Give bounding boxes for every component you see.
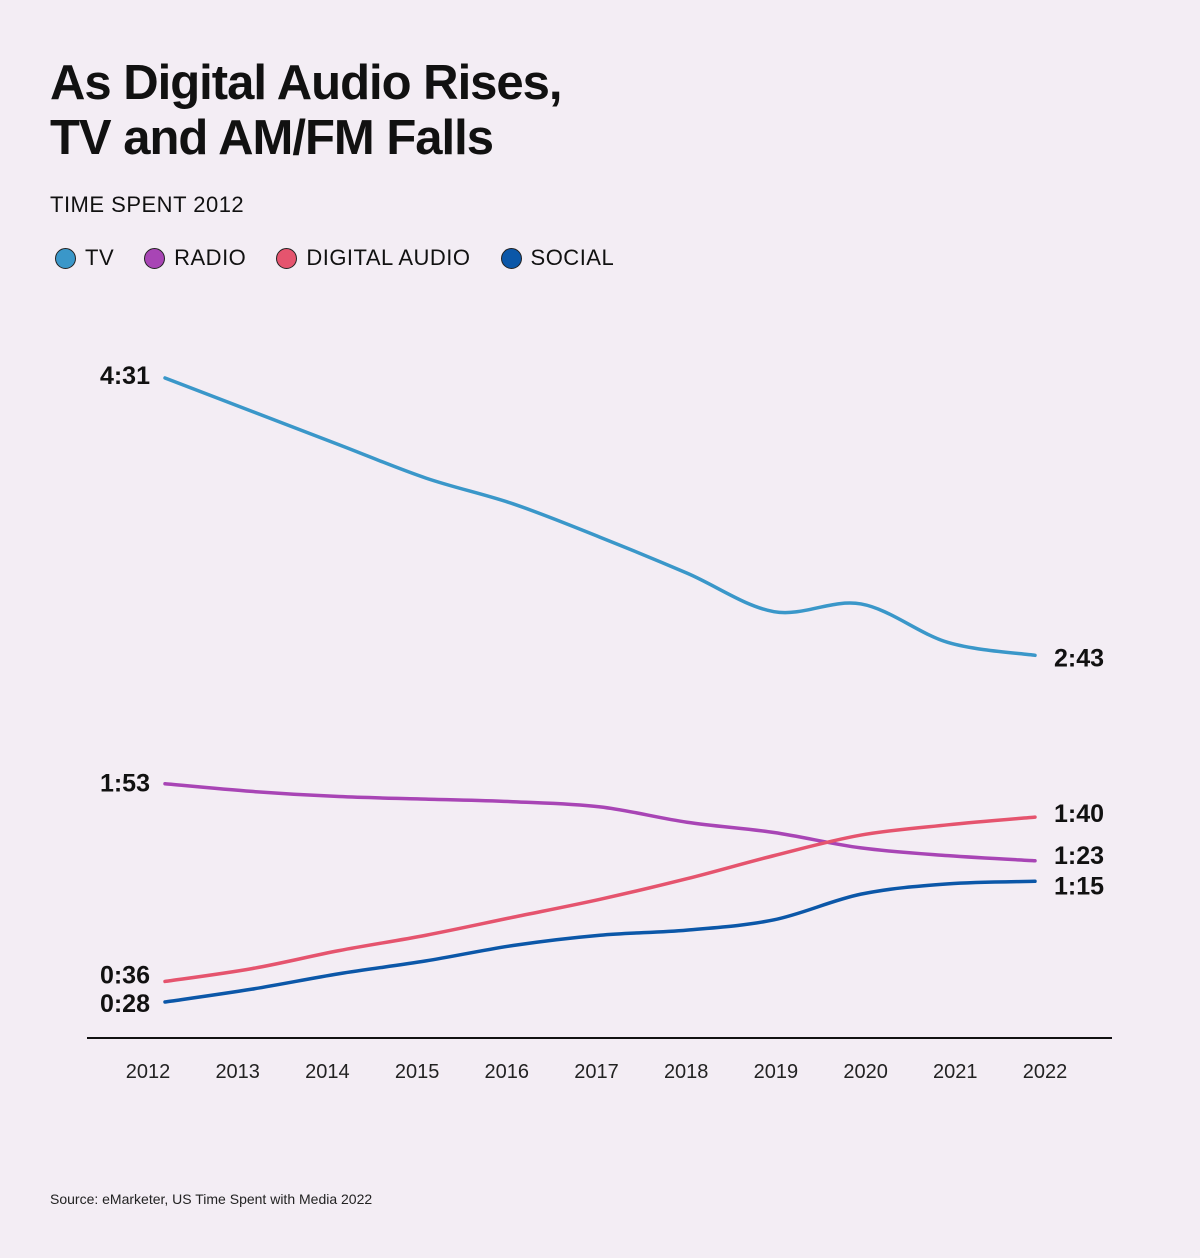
x-tick-label: 2015 bbox=[395, 1061, 440, 1083]
x-tick-label: 2014 bbox=[305, 1061, 350, 1083]
legend-item-radio: RADIO bbox=[144, 245, 246, 271]
series-line-radio bbox=[163, 781, 1037, 863]
start-value-label: 4:31 bbox=[100, 362, 150, 390]
x-tick-label: 2019 bbox=[754, 1061, 799, 1083]
legend-label: RADIO bbox=[174, 245, 247, 270]
end-value-label: 1:40 bbox=[1054, 800, 1104, 828]
title-line-2: TV and AM/FM Falls bbox=[50, 111, 494, 165]
x-tick-label: 2022 bbox=[1023, 1061, 1068, 1083]
end-value-label: 2:43 bbox=[1054, 644, 1104, 672]
title-line-1: As Digital Audio Rises, bbox=[50, 56, 563, 110]
series-line-tv bbox=[163, 376, 1037, 658]
start-value-label: 0:28 bbox=[100, 990, 150, 1018]
radio-swatch-icon bbox=[144, 247, 166, 269]
x-tick-label: 2020 bbox=[843, 1061, 888, 1083]
end-value-label: 1:15 bbox=[1054, 872, 1104, 900]
start-value-label: 0:36 bbox=[100, 961, 150, 989]
legend-label: DIGITAL AUDIO bbox=[306, 245, 471, 270]
x-tick-label: 2021 bbox=[933, 1061, 978, 1083]
tv-swatch-icon bbox=[55, 247, 76, 269]
x-tick-label: 2013 bbox=[215, 1061, 260, 1083]
legend-label: TV bbox=[85, 245, 115, 270]
legend-item-social: SOCIAL bbox=[500, 245, 615, 271]
legend-item-digital-audio: DIGITAL AUDIO bbox=[276, 245, 470, 271]
end-value-label: 1:23 bbox=[1054, 842, 1104, 870]
legend-label: SOCIAL bbox=[530, 245, 615, 270]
source-note: Source: eMarketer, US Time Spent with Me… bbox=[50, 1191, 373, 1207]
chart-subtitle: TIME SPENT 2012 bbox=[50, 192, 245, 217]
start-value-label: 1:53 bbox=[100, 770, 150, 798]
legend: TV RADIO DIGITAL AUDIO SOCIAL bbox=[55, 245, 644, 271]
chart-title: As Digital Audio Rises, TV and AM/FM Fal… bbox=[50, 56, 563, 166]
social-swatch-icon bbox=[500, 247, 522, 269]
legend-item-tv: TV bbox=[55, 245, 114, 271]
x-tick-label: 2017 bbox=[574, 1061, 619, 1083]
x-tick-label: 2012 bbox=[126, 1061, 171, 1083]
digital-audio-swatch-icon bbox=[276, 247, 298, 269]
x-tick-label: 2018 bbox=[664, 1061, 709, 1083]
x-tick-label: 2016 bbox=[485, 1061, 530, 1083]
